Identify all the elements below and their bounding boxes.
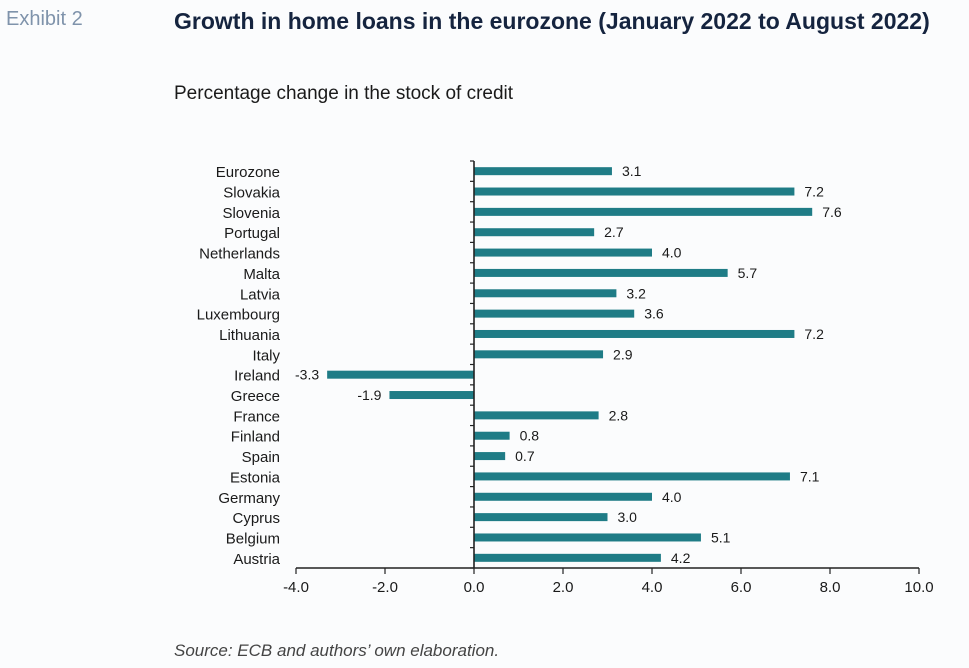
value-label: 7.1 (800, 468, 820, 484)
category-label: Italy (252, 347, 280, 364)
value-label: 3.2 (626, 285, 646, 301)
value-label: 7.2 (804, 184, 824, 200)
bar-netherlands (474, 248, 652, 257)
bar-latvia (474, 289, 617, 298)
chart-title: Growth in home loans in the eurozone (Ja… (174, 8, 930, 34)
value-label: 2.8 (609, 407, 629, 423)
x-tick-label: 4.0 (642, 579, 663, 596)
value-label: 5.7 (738, 265, 758, 281)
source-note: Source: ECB and authors’ own elaboration… (174, 641, 500, 660)
bar-belgium (474, 533, 701, 542)
value-label: -3.3 (295, 367, 319, 383)
bar-greece (389, 391, 474, 400)
category-label: Ireland (234, 368, 280, 385)
x-tick-label: 10.0 (904, 579, 933, 596)
bar-austria (474, 553, 661, 562)
category-label: Cyprus (232, 510, 280, 527)
value-label: 5.1 (711, 529, 731, 545)
chart-subtitle: Percentage change in the stock of credit (174, 83, 514, 104)
category-label: Austria (233, 551, 280, 568)
axis-layer (295, 160, 920, 574)
value-label: 3.0 (618, 509, 638, 525)
bar-lithuania (474, 329, 795, 338)
category-label: Finland (231, 429, 280, 446)
category-label: Belgium (226, 530, 280, 547)
bar-finland (474, 431, 510, 440)
value-label: 0.8 (520, 428, 540, 444)
bar-malta (474, 268, 728, 277)
bar-spain (474, 452, 506, 461)
category-label: Latvia (240, 286, 281, 303)
value-label: 3.1 (622, 163, 642, 179)
value-label: 7.6 (822, 204, 842, 220)
bar-luxembourg (474, 309, 635, 318)
x-tick-label: 0.0 (464, 579, 485, 596)
category-label: Slovakia (223, 185, 280, 202)
category-label: Eurozone (216, 164, 280, 181)
value-label: 3.6 (644, 306, 664, 322)
value-label: -1.9 (357, 387, 381, 403)
x-tick-label: 8.0 (820, 579, 841, 596)
value-label: 7.2 (804, 326, 824, 342)
category-label: Estonia (230, 469, 281, 486)
bar-eurozone (474, 167, 612, 176)
bar-germany (474, 492, 652, 501)
x-tick-label: 2.0 (553, 579, 574, 596)
category-label: Spain (242, 449, 280, 466)
value-label: 4.2 (671, 550, 691, 566)
bar-slovakia (474, 187, 795, 196)
bar-ireland (327, 370, 474, 379)
value-label: 4.0 (662, 489, 682, 505)
category-label: Malta (243, 266, 280, 283)
value-label: 2.7 (604, 224, 624, 240)
category-label: France (233, 408, 280, 425)
category-label: Netherlands (199, 246, 280, 263)
x-tick-label: -2.0 (372, 579, 398, 596)
bar-slovenia (474, 207, 813, 216)
category-label: Lithuania (219, 327, 281, 344)
category-label: Germany (218, 490, 280, 507)
labels-layer: Eurozone 3.1 Slovakia 7.2 Slovenia 7.6 Portuga… (197, 163, 934, 596)
bars-layer (327, 167, 813, 562)
x-tick-label: 6.0 (731, 579, 752, 596)
exhibit-label: Exhibit 2 (6, 8, 83, 30)
x-tick-label: -4.0 (283, 579, 309, 596)
bar-chart: Eurozone 3.1 Slovakia 7.2 Slovenia 7.6 Portuga… (197, 160, 934, 596)
value-label: 0.7 (515, 448, 535, 464)
bar-cyprus (474, 513, 608, 522)
bar-estonia (474, 472, 790, 481)
bar-france (474, 411, 599, 420)
bar-italy (474, 350, 604, 359)
category-label: Greece (231, 388, 280, 405)
category-label: Slovenia (222, 205, 280, 222)
category-label: Luxembourg (197, 307, 280, 324)
value-label: 2.9 (613, 346, 633, 362)
category-label: Portugal (224, 225, 280, 242)
value-label: 4.0 (662, 245, 682, 261)
bar-portugal (474, 228, 595, 237)
